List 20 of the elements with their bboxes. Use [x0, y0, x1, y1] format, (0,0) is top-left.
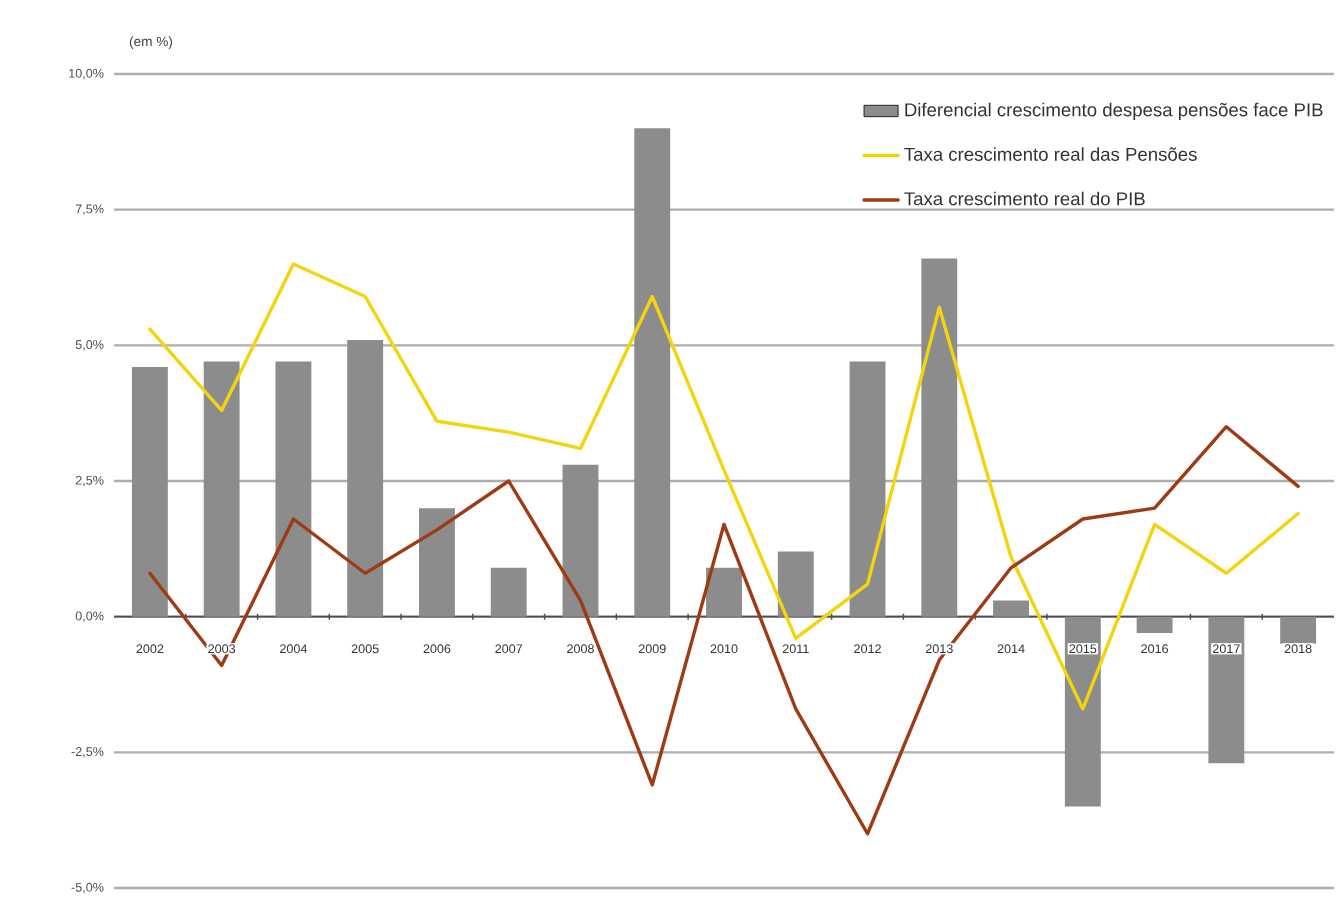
bar — [849, 361, 886, 617]
bar — [1064, 616, 1101, 807]
bar — [131, 367, 168, 617]
legend-label: Taxa crescimento real das Pensões — [904, 147, 1197, 161]
bar — [203, 361, 240, 617]
bar — [562, 464, 599, 617]
bar — [347, 339, 384, 617]
bar — [275, 361, 312, 617]
bar — [1280, 616, 1317, 644]
bar — [706, 567, 742, 617]
bar — [1208, 616, 1245, 764]
bar — [634, 128, 671, 617]
bar — [419, 508, 455, 617]
bar — [490, 567, 527, 617]
legend-label: Diferencial crescimento despesa pensões face PIB — [905, 102, 1323, 121]
bar — [1136, 616, 1173, 633]
bar — [777, 551, 814, 617]
legend-label: Taxa crescimento real do PIB — [904, 191, 1145, 206]
bar — [993, 600, 1029, 617]
bar — [921, 258, 958, 617]
